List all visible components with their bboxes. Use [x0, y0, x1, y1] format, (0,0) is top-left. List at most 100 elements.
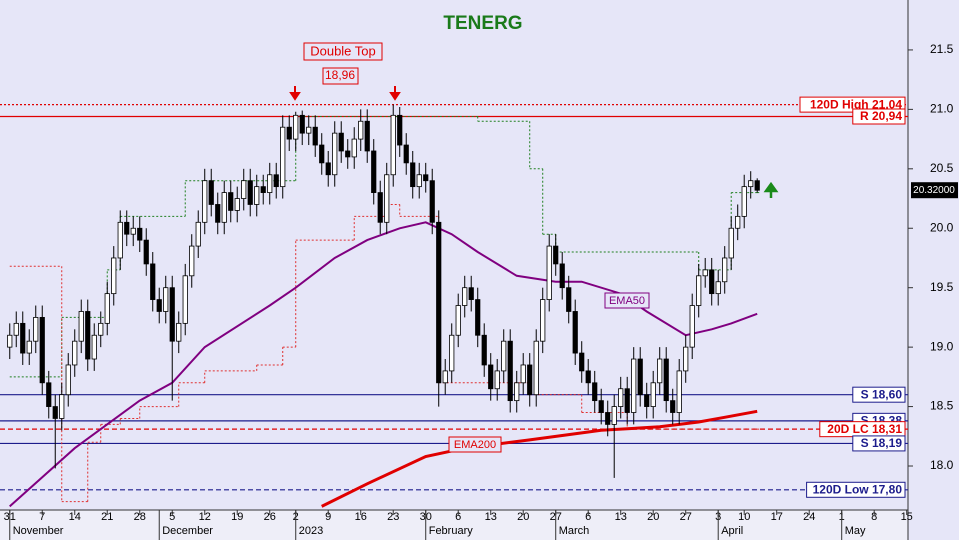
- candle-body: [423, 174, 429, 182]
- level-label: S 18,60: [861, 387, 903, 401]
- candle-body: [715, 281, 721, 295]
- x-tick-label: 28: [134, 511, 146, 523]
- arrow: [389, 86, 401, 101]
- candle-body: [449, 334, 455, 372]
- candle-body: [98, 322, 104, 336]
- candle-body: [65, 364, 71, 396]
- candle-body: [631, 358, 637, 413]
- candle-body: [741, 186, 747, 217]
- candle-body: [663, 358, 669, 402]
- last-price-box: [911, 182, 958, 199]
- x-tick-label: 17: [771, 511, 783, 523]
- level-label-box: [806, 481, 906, 498]
- candle-body: [670, 400, 676, 413]
- candle-body: [722, 257, 728, 283]
- last-price-label: 20.32000: [913, 185, 955, 196]
- candle-body: [13, 322, 19, 336]
- candle-body: [436, 221, 442, 384]
- candle-body: [228, 192, 234, 211]
- month-label: May: [845, 525, 866, 537]
- candle-body: [364, 120, 370, 152]
- annotation-box: [322, 67, 359, 85]
- candle-body: [702, 269, 708, 277]
- candle-body: [26, 340, 32, 354]
- x-tick-label: 24: [803, 511, 815, 523]
- candle-body: [78, 311, 84, 342]
- candle-body: [475, 299, 481, 336]
- candle-body: [410, 162, 416, 188]
- candle-body: [195, 221, 201, 247]
- candle-body: [46, 382, 52, 407]
- x-tick-label: 9: [325, 511, 331, 523]
- x-tick-label: 20: [517, 511, 529, 523]
- x-tick-label: 6: [585, 511, 591, 523]
- level-label: 120D High 21,04: [810, 97, 902, 111]
- candle-body: [319, 144, 325, 164]
- month-label: December: [162, 525, 213, 537]
- candle-body: [182, 275, 188, 324]
- level-label: R 20,94: [860, 109, 902, 123]
- candle-body: [728, 227, 734, 259]
- x-tick-label: 27: [680, 511, 692, 523]
- x-tick-label: 13: [485, 511, 497, 523]
- month-label: 2023: [299, 525, 323, 537]
- month-label: April: [721, 525, 743, 537]
- candle-body: [221, 192, 227, 223]
- candle-body: [189, 245, 195, 277]
- candle-body: [273, 174, 279, 188]
- candle-body: [111, 257, 117, 295]
- candle-body: [624, 388, 630, 413]
- candle-body: [117, 221, 123, 259]
- candle-body: [234, 198, 240, 211]
- x-axis-band: [0, 510, 908, 540]
- candle-body: [644, 394, 650, 407]
- x-tick-label: 12: [199, 511, 211, 523]
- y-tick-label: 19.0: [930, 339, 954, 353]
- candle-body: [494, 370, 500, 390]
- candle-body: [7, 334, 13, 348]
- y-tick-label: 20.5: [930, 161, 954, 175]
- candle-body: [416, 174, 422, 188]
- candle-body: [130, 227, 136, 235]
- chart-title: TENERG: [443, 13, 522, 34]
- indicator-label: EMA50: [609, 295, 645, 307]
- candle-body: [104, 293, 110, 324]
- arrow: [763, 181, 779, 198]
- candle-body: [260, 186, 266, 193]
- x-tick-label: 13: [615, 511, 627, 523]
- x-tick-label: 23: [387, 511, 399, 523]
- candle-body: [689, 305, 695, 348]
- candle-body: [306, 126, 312, 134]
- candle-body: [254, 186, 260, 205]
- candle-body: [202, 180, 208, 223]
- candle-body: [377, 192, 383, 223]
- candle-body: [33, 317, 39, 342]
- x-tick-label: 8: [871, 511, 877, 523]
- month-label: March: [559, 525, 590, 537]
- candle-body: [514, 382, 520, 402]
- candle-body: [462, 287, 468, 306]
- candle-body: [546, 245, 552, 300]
- arrow: [289, 86, 301, 101]
- candle-body: [286, 126, 292, 140]
- candle-body: [748, 180, 754, 188]
- candle-body: [59, 394, 65, 419]
- candle-body: [351, 138, 357, 158]
- annotation: Double Top: [310, 43, 376, 58]
- candle-body: [241, 180, 247, 199]
- x-tick-label: 6: [455, 511, 461, 523]
- x-tick-label: 26: [264, 511, 276, 523]
- candle-body: [280, 126, 286, 188]
- candle-body: [247, 180, 253, 205]
- y-tick-label: 20.0: [930, 220, 954, 234]
- candle-body: [676, 370, 682, 413]
- candle-body: [592, 382, 598, 402]
- indicator-label: EMA200: [454, 439, 496, 451]
- candle-body: [488, 364, 494, 390]
- candle-body: [39, 317, 45, 384]
- level-label: 120D Low 17,80: [813, 482, 903, 496]
- level-label-box: [852, 435, 906, 452]
- candle-body: [618, 388, 624, 407]
